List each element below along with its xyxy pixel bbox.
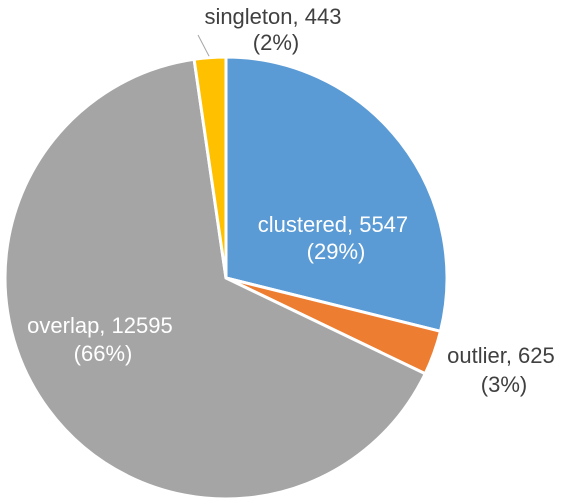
- singleton-label-line2: (2%): [253, 30, 299, 55]
- overlap-label: overlap, 12595 (66%): [27, 313, 179, 366]
- clustered-label-line2: (29%): [307, 239, 366, 264]
- overlap-label-line2: (66%): [74, 341, 133, 366]
- clustered-label: clustered, 5547 (29%): [258, 212, 415, 264]
- pie-slice-overlap: [3, 57, 428, 501]
- overlap-label-line1: overlap, 12595: [27, 313, 173, 338]
- pie-slice-singleton: [192, 55, 228, 279]
- outlier-label: outlier, 625 (3%): [447, 343, 561, 397]
- outlier-label-line2: (3%): [481, 372, 527, 397]
- clustered-label-line1: clustered, 5547: [258, 212, 408, 237]
- singleton-leader-line: [197, 34, 211, 59]
- pie-slice-clustered: [224, 55, 449, 334]
- singleton-label-line1: singleton, 443: [204, 4, 341, 29]
- pie-labels: clustered, 5547 (29%) outlier, 625 (3%) …: [27, 4, 561, 397]
- pie-slices: [3, 55, 449, 501]
- outlier-label-line1: outlier, 625: [447, 343, 555, 368]
- singleton-label: singleton, 443 (2%): [204, 4, 347, 55]
